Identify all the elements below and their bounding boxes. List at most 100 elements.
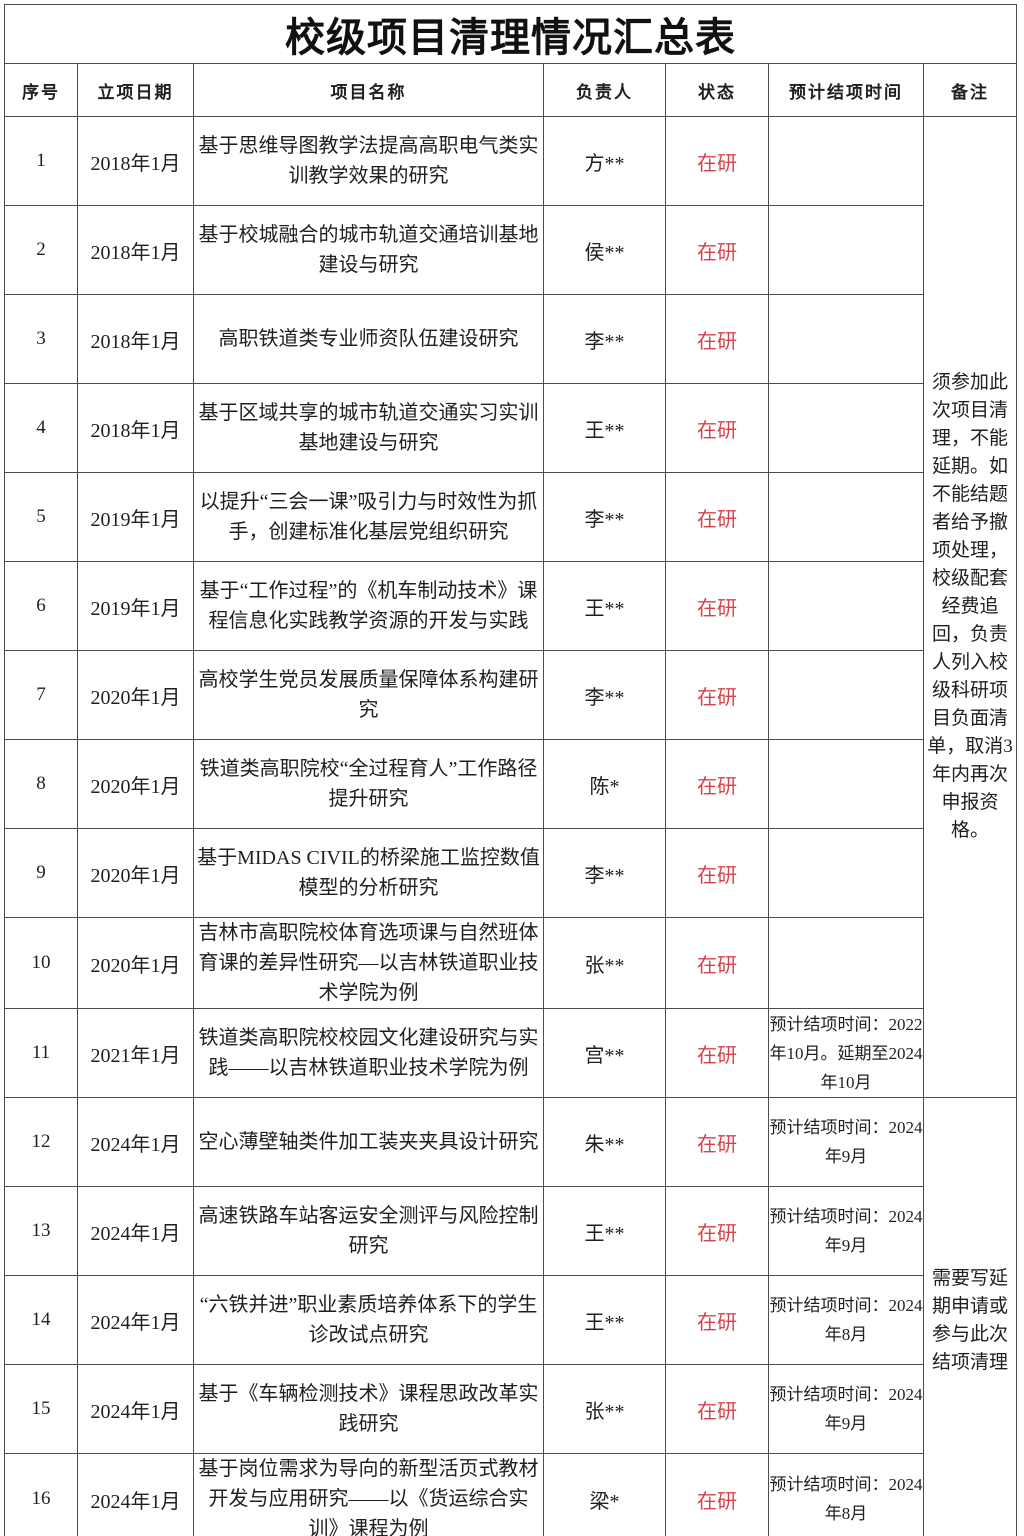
table-row: 14 2024年1月 “六铁并进”职业素质培养体系下的学生诊改试点研究 王** 在研 预计…	[4, 1275, 1017, 1365]
column-header-date: 立项日期	[77, 63, 194, 117]
status-cell: 在研	[665, 205, 769, 295]
leader-cell: 王**	[543, 383, 666, 473]
start-date-cell: 2020年1月	[77, 739, 194, 829]
expected-end-cell	[768, 650, 924, 740]
leader-cell: 方**	[543, 116, 666, 206]
column-header-end: 预计结项时间	[768, 63, 924, 117]
leader-cell: 宫**	[543, 1008, 666, 1098]
project-name-cell: 铁道类高职院校“全过程育人”工作路径提升研究	[193, 739, 544, 829]
leader-cell: 李**	[543, 294, 666, 384]
expected-end-cell: 预计结项时间：2024年8月	[768, 1275, 924, 1365]
status-cell: 在研	[665, 739, 769, 829]
table-row: 2 2018年1月 基于校城融合的城市轨道交通培训基地建设与研究 侯** 在研	[4, 205, 1017, 295]
leader-cell: 梁*	[543, 1453, 666, 1536]
start-date-cell: 2018年1月	[77, 383, 194, 473]
project-name-cell: 基于《车辆检测技术》课程思政改革实践研究	[193, 1364, 544, 1454]
start-date-cell: 2019年1月	[77, 472, 194, 562]
project-name-cell: 基于区域共享的城市轨道交通实习实训基地建设与研究	[193, 383, 544, 473]
status-cell: 在研	[665, 472, 769, 562]
leader-cell: 王**	[543, 561, 666, 651]
project-name-cell: 基于MIDAS CIVIL的桥梁施工监控数值模型的分析研究	[193, 828, 544, 918]
expected-end-cell	[768, 294, 924, 384]
project-name-cell: 基于岗位需求为导向的新型活页式教材开发与应用研究——以《货运综合实训》课程为例	[193, 1453, 544, 1536]
start-date-cell: 2024年1月	[77, 1453, 194, 1536]
column-header-status: 状态	[665, 63, 769, 117]
leader-cell: 张**	[543, 1364, 666, 1454]
start-date-cell: 2018年1月	[77, 294, 194, 384]
start-date-cell: 2024年1月	[77, 1186, 194, 1276]
status-cell: 在研	[665, 1275, 769, 1365]
project-name-cell: 基于思维导图教学法提高高职电气类实训教学效果的研究	[193, 116, 544, 206]
expected-end-cell	[768, 116, 924, 206]
row-number-cell: 11	[4, 1008, 78, 1098]
project-name-cell: 基于校城融合的城市轨道交通培训基地建设与研究	[193, 205, 544, 295]
status-cell: 在研	[665, 1097, 769, 1187]
leader-cell: 李**	[543, 828, 666, 918]
row-number-cell: 15	[4, 1364, 78, 1454]
expected-end-cell	[768, 383, 924, 473]
expected-end-cell	[768, 739, 924, 829]
project-name-cell: 以提升“三会一课”吸引力与时效性为抓手，创建标准化基层党组织研究	[193, 472, 544, 562]
table-row: 11 2021年1月 铁道类高职院校校园文化建设研究与实践——以吉林铁道职业技术学院…	[4, 1008, 1017, 1098]
row-number-cell: 4	[4, 383, 78, 473]
leader-cell: 张**	[543, 917, 666, 1009]
status-cell: 在研	[665, 1453, 769, 1536]
table-row: 1 2018年1月 基于思维导图教学法提高高职电气类实训教学效果的研究 方** 在研 须参…	[4, 116, 1018, 1098]
start-date-cell: 2019年1月	[77, 561, 194, 651]
row-number-cell: 1	[4, 116, 78, 206]
column-header-remark: 备注	[922, 63, 1018, 117]
start-date-cell: 2018年1月	[77, 116, 194, 206]
expected-end-cell	[768, 561, 924, 651]
row-number-cell: 3	[4, 294, 78, 384]
row-number-cell: 9	[4, 828, 78, 918]
expected-end-cell	[768, 472, 924, 562]
remark-cell: 须参加此次项目清理，不能延期。如不能结题者给予撤项处理，校级配套经费追回，负责人…	[922, 116, 1018, 1098]
title-row: 校级项目清理情况汇总表	[3, 4, 1018, 64]
expected-end-cell: 预计结项时间：2024年9月	[768, 1364, 924, 1454]
column-header-name: 项目名称	[193, 63, 544, 117]
status-cell: 在研	[665, 917, 769, 1009]
row-number-cell: 7	[4, 650, 78, 740]
row-number-cell: 10	[4, 917, 78, 1009]
leader-cell: 侯**	[543, 205, 666, 295]
status-cell: 在研	[665, 116, 769, 206]
table-row: 3 2018年1月 高职铁道类专业师资队伍建设研究 李** 在研	[4, 294, 1017, 384]
table-row: 15 2024年1月 基于《车辆检测技术》课程思政改革实践研究 张** 在研 预计结项时间…	[4, 1364, 1017, 1454]
start-date-cell: 2024年1月	[77, 1097, 194, 1187]
start-date-cell: 2020年1月	[77, 650, 194, 740]
page-title: 校级项目清理情况汇总表	[3, 4, 1018, 64]
leader-cell: 李**	[543, 472, 666, 562]
start-date-cell: 2024年1月	[77, 1275, 194, 1365]
project-cleanup-table: 校级项目清理情况汇总表 序号 立项日期 项目名称 负责人 状态 预计结项时间 备…	[3, 4, 1018, 1536]
leader-cell: 王**	[543, 1186, 666, 1276]
leader-cell: 朱**	[543, 1097, 666, 1187]
status-cell: 在研	[665, 650, 769, 740]
table-row: 12 2024年1月 空心薄壁轴类件加工装夹夹具设计研究 朱** 在研 预计结项时间：20…	[4, 1097, 1018, 1536]
project-name-cell: “六铁并进”职业素质培养体系下的学生诊改试点研究	[193, 1275, 544, 1365]
project-name-cell: 吉林市高职院校体育选项课与自然班体育课的差异性研究—以吉林铁道职业技术学院为例	[193, 917, 544, 1009]
table-body: 1 2018年1月 基于思维导图教学法提高高职电气类实训教学效果的研究 方** 在研 须参…	[4, 116, 1018, 1536]
project-name-cell: 铁道类高职院校校园文化建设研究与实践——以吉林铁道职业技术学院为例	[193, 1008, 544, 1098]
table-row: 5 2019年1月 以提升“三会一课”吸引力与时效性为抓手，创建标准化基层党组织研究…	[4, 472, 1017, 562]
project-name-cell: 高速铁路车站客运安全测评与风险控制研究	[193, 1186, 544, 1276]
row-number-cell: 8	[4, 739, 78, 829]
leader-cell: 李**	[543, 650, 666, 740]
row-number-cell: 16	[4, 1453, 78, 1536]
row-number-cell: 12	[4, 1097, 78, 1187]
table-row: 7 2020年1月 高校学生党员发展质量保障体系构建研究 李** 在研	[4, 650, 1017, 740]
start-date-cell: 2020年1月	[77, 828, 194, 918]
expected-end-cell	[768, 205, 924, 295]
start-date-cell: 2021年1月	[77, 1008, 194, 1098]
expected-end-cell: 预计结项时间：2024年9月	[768, 1097, 924, 1187]
status-cell: 在研	[665, 828, 769, 918]
status-cell: 在研	[665, 1008, 769, 1098]
table-row: 8 2020年1月 铁道类高职院校“全过程育人”工作路径提升研究 陈* 在研	[4, 739, 1017, 829]
table-row: 4 2018年1月 基于区域共享的城市轨道交通实习实训基地建设与研究 王** 在研	[4, 383, 1017, 473]
row-number-cell: 5	[4, 472, 78, 562]
page: { "title": "校级项目清理情况汇总表", "status_color"…	[0, 4, 1024, 1536]
leader-cell: 陈*	[543, 739, 666, 829]
column-header-leader: 负责人	[543, 63, 666, 117]
expected-end-cell: 预计结项时间：2024年8月	[768, 1453, 924, 1536]
column-header-row: 序号 立项日期 项目名称 负责人 状态 预计结项时间 备注	[4, 63, 1018, 117]
remark-cell: 需要写延期申请或参与此次结项清理	[922, 1097, 1018, 1536]
